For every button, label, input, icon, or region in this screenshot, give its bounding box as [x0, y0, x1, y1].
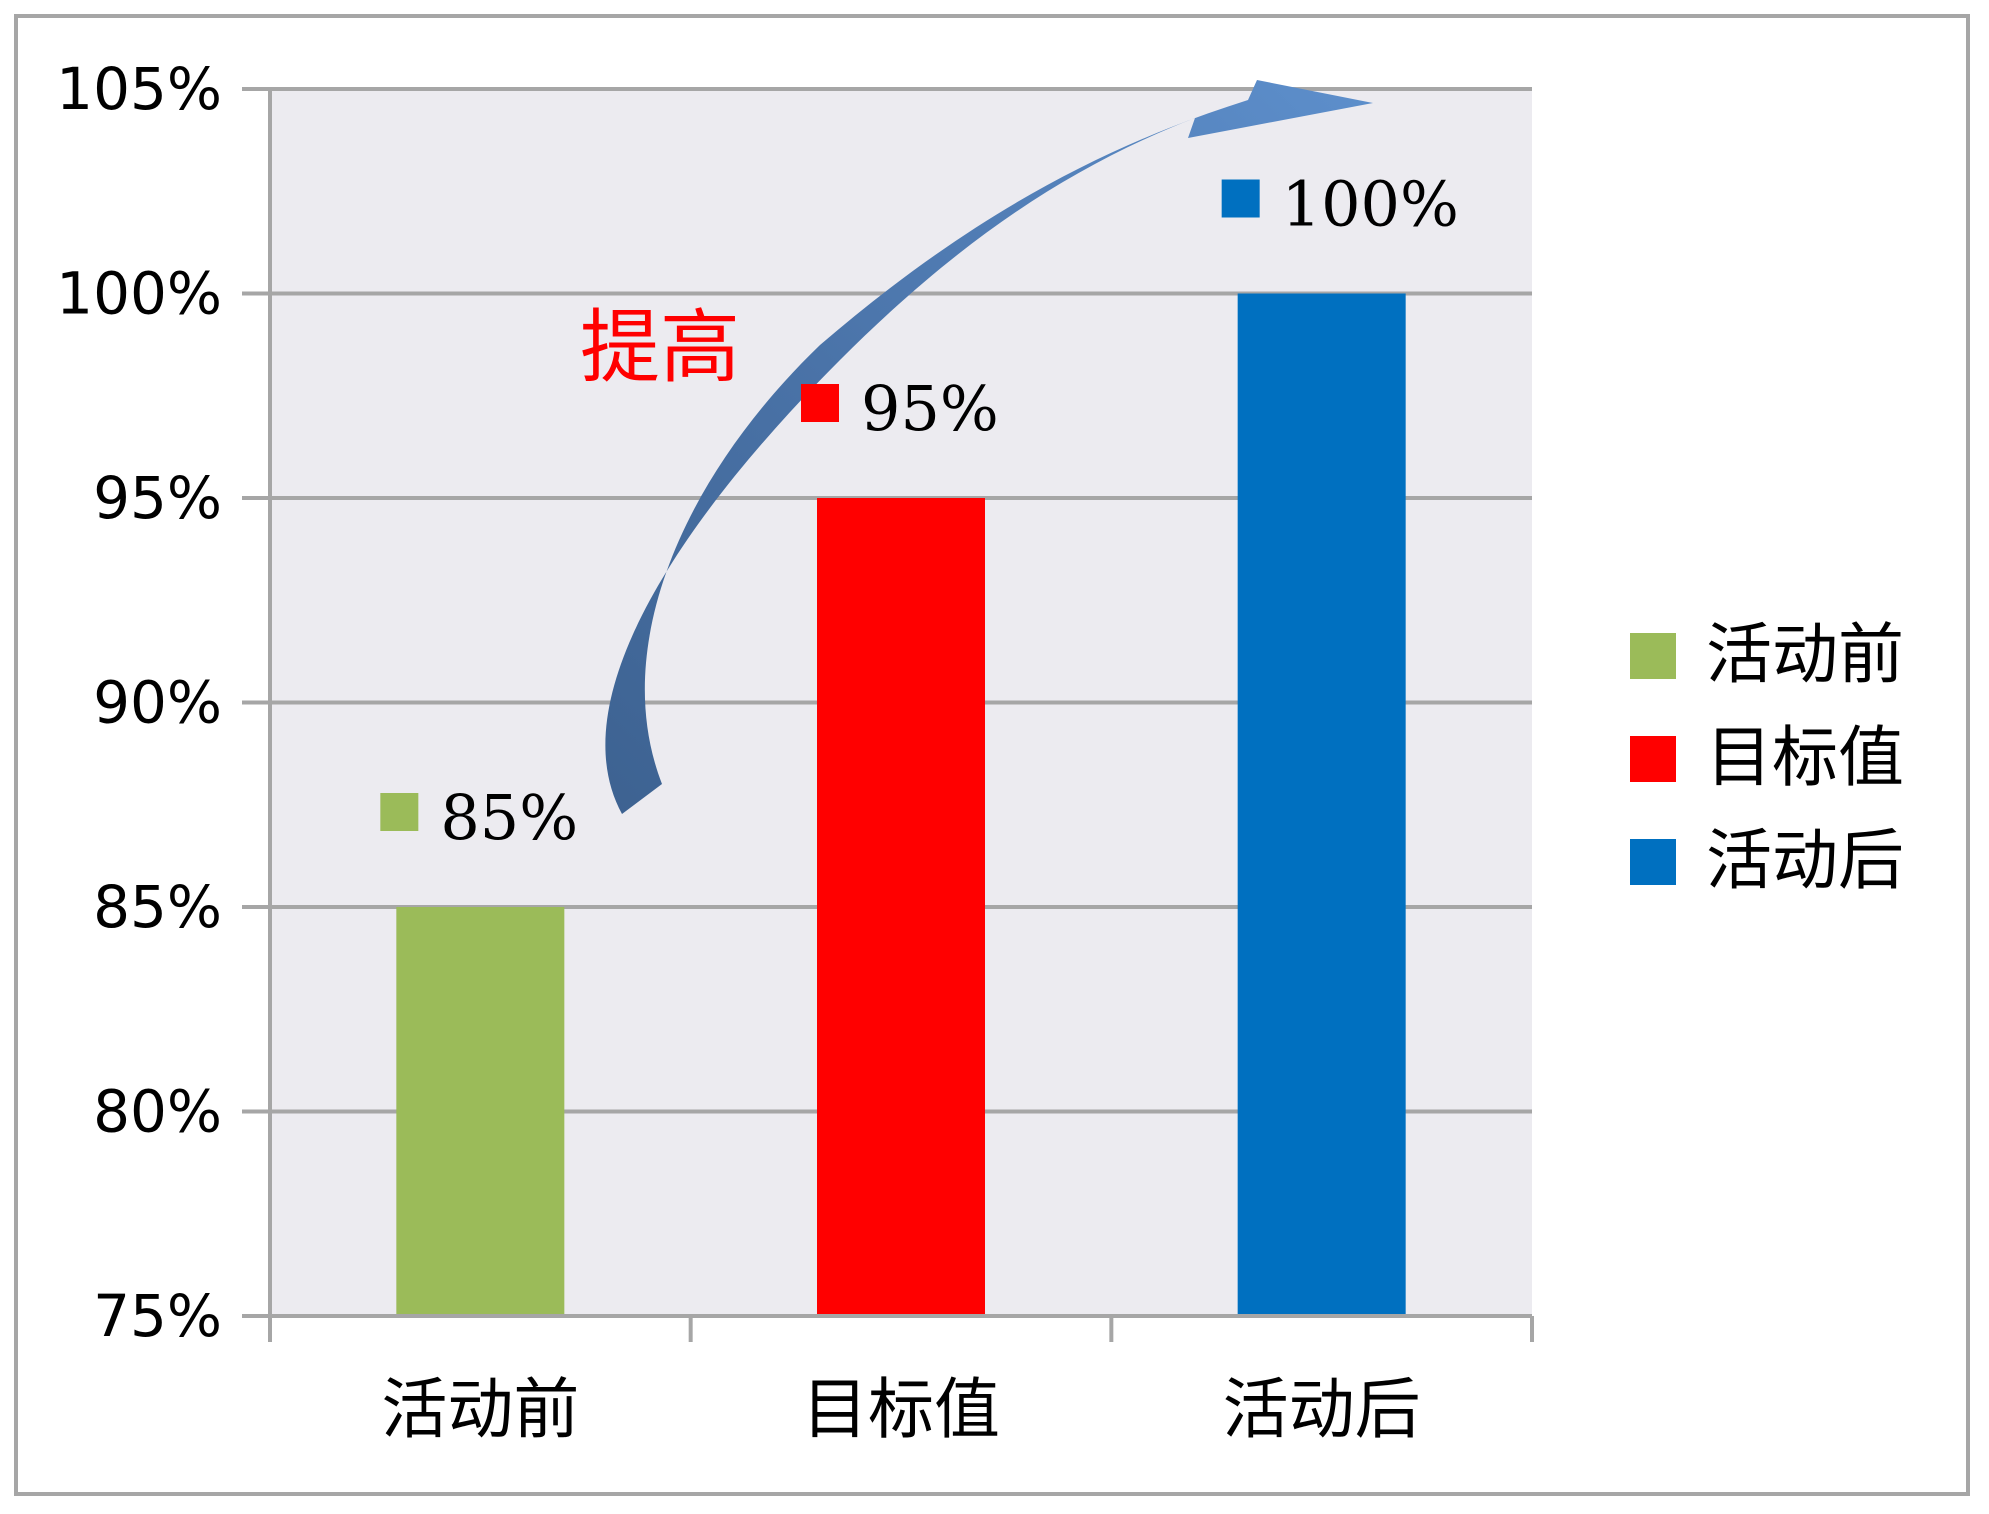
y-tick-label: 80% — [93, 1078, 222, 1146]
legend-swatch — [1630, 839, 1676, 885]
annotation-label: 提高 — [580, 301, 740, 394]
data-label: 100% — [1282, 168, 1459, 241]
y-tick-label: 85% — [93, 873, 222, 941]
increase-arrow-icon — [605, 80, 1373, 814]
legend-label: 目标值 — [1706, 719, 1904, 796]
y-tick-label: 90% — [93, 669, 222, 737]
data-label: 85% — [440, 781, 578, 854]
y-tick-label: 95% — [93, 464, 222, 532]
y-tick-label: 105% — [56, 55, 222, 123]
data-label-marker — [380, 793, 419, 831]
bar-1 — [396, 907, 565, 1316]
y-tick-label: 100% — [56, 260, 222, 328]
legend-label: 活动前 — [1706, 616, 1904, 693]
legend-swatch — [1630, 736, 1676, 782]
data-label-marker — [1221, 179, 1260, 218]
y-tick-label: 75% — [93, 1282, 222, 1350]
legend-label: 活动后 — [1706, 822, 1904, 899]
data-label: 95% — [861, 372, 999, 445]
bar-2 — [817, 498, 985, 1316]
bar-3 — [1237, 293, 1406, 1316]
legend-swatch — [1630, 633, 1676, 679]
data-label-marker — [801, 384, 839, 422]
x-category-label: 目标值 — [802, 1371, 1000, 1448]
x-category-label: 活动后 — [1223, 1371, 1421, 1448]
x-category-label: 活动前 — [381, 1371, 579, 1448]
